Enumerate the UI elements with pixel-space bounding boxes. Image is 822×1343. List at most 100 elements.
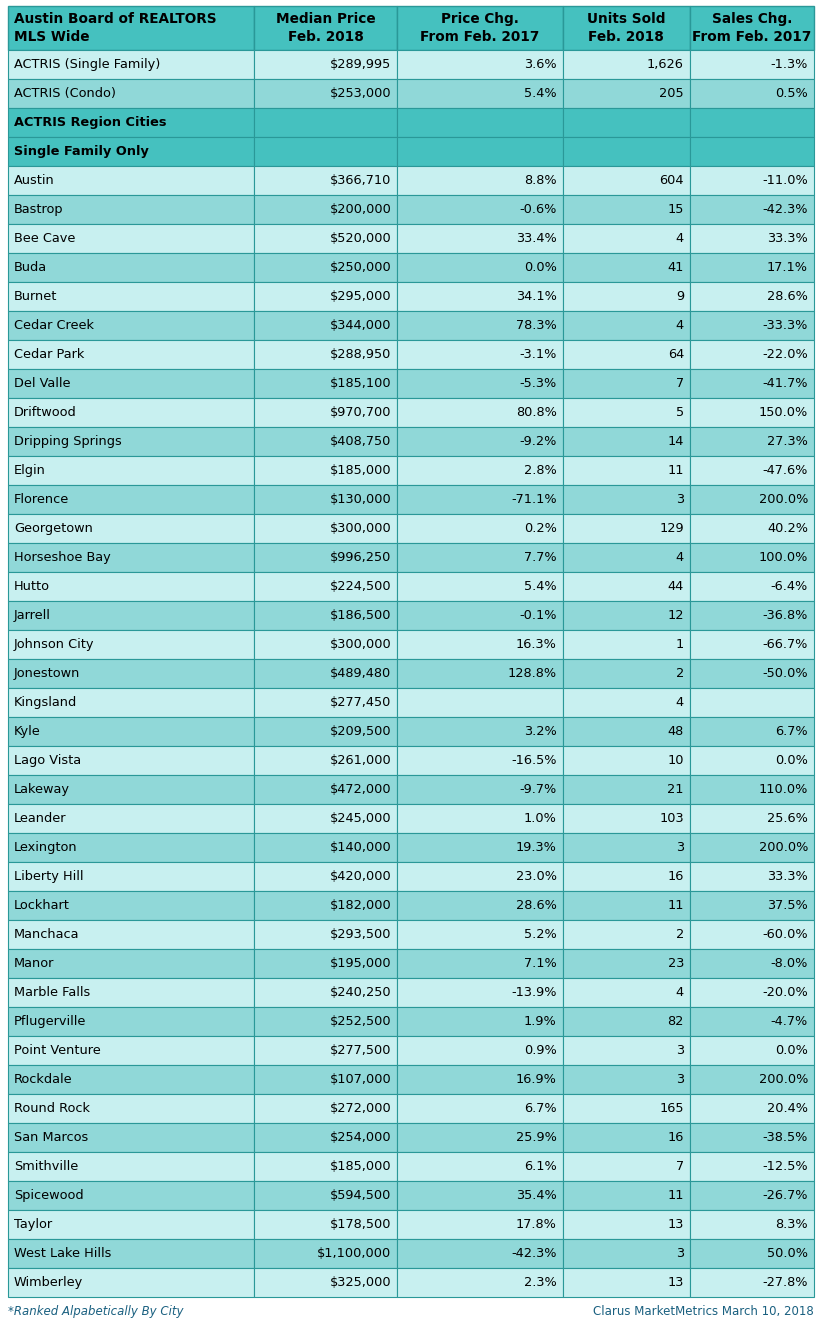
Text: $289,995: $289,995 (330, 58, 391, 71)
Text: 16: 16 (667, 870, 684, 882)
Text: -0.6%: -0.6% (520, 203, 556, 216)
Text: $254,000: $254,000 (330, 1131, 391, 1144)
Text: 14: 14 (667, 435, 684, 447)
Text: Lockhart: Lockhart (14, 898, 70, 912)
Bar (8, 5, 254, 50)
Text: 6.7%: 6.7% (524, 1101, 556, 1115)
Bar (254, 833, 397, 862)
Text: Point Venture: Point Venture (14, 1044, 101, 1057)
Text: 5.4%: 5.4% (524, 86, 556, 99)
Text: 17.8%: 17.8% (515, 1218, 556, 1232)
Text: Units Sold: Units Sold (587, 12, 666, 26)
Bar (562, 862, 690, 890)
Bar (397, 717, 562, 745)
Text: Smithville: Smithville (14, 1160, 78, 1172)
Bar (562, 282, 690, 310)
Bar (690, 1007, 814, 1035)
Bar (397, 600, 562, 630)
Bar (254, 252, 397, 282)
Bar (690, 310, 814, 340)
Bar (562, 310, 690, 340)
Text: 0.5%: 0.5% (775, 86, 808, 99)
Bar (254, 1152, 397, 1180)
Bar (397, 804, 562, 833)
Text: $107,000: $107,000 (330, 1073, 391, 1086)
Bar (562, 543, 690, 572)
Bar (8, 1065, 254, 1095)
Bar (562, 688, 690, 717)
Bar (254, 572, 397, 600)
Bar (562, 1007, 690, 1035)
Text: -9.2%: -9.2% (520, 435, 556, 447)
Text: $489,480: $489,480 (330, 666, 391, 680)
Text: -41.7%: -41.7% (763, 376, 808, 389)
Bar (397, 1123, 562, 1152)
Text: 2: 2 (676, 928, 684, 941)
Bar (562, 630, 690, 659)
Bar (562, 340, 690, 368)
Text: $1,100,000: $1,100,000 (317, 1248, 391, 1260)
Bar (690, 165, 814, 195)
Bar (690, 1240, 814, 1268)
Text: 10: 10 (667, 753, 684, 767)
Bar (690, 137, 814, 165)
Bar (562, 920, 690, 950)
Text: Liberty Hill: Liberty Hill (14, 870, 84, 882)
Text: -13.9%: -13.9% (511, 986, 556, 999)
Bar (690, 804, 814, 833)
Text: $288,950: $288,950 (330, 348, 391, 361)
Bar (254, 310, 397, 340)
Bar (8, 572, 254, 600)
Text: -16.5%: -16.5% (511, 753, 556, 767)
Text: $245,000: $245,000 (330, 811, 391, 825)
Text: $970,700: $970,700 (330, 406, 391, 419)
Bar (562, 1035, 690, 1065)
Bar (254, 1035, 397, 1065)
Text: -6.4%: -6.4% (771, 580, 808, 592)
Text: 1: 1 (676, 638, 684, 651)
Text: 8.3%: 8.3% (775, 1218, 808, 1232)
Bar (8, 1240, 254, 1268)
Text: Round Rock: Round Rock (14, 1101, 90, 1115)
Text: 205: 205 (659, 86, 684, 99)
Bar (690, 78, 814, 107)
Bar (690, 50, 814, 78)
Bar (8, 1210, 254, 1240)
Text: $130,000: $130,000 (330, 493, 391, 506)
Bar (8, 398, 254, 427)
Bar (254, 78, 397, 107)
Bar (8, 775, 254, 804)
Bar (397, 920, 562, 950)
Bar (690, 890, 814, 920)
Text: 25.9%: 25.9% (515, 1131, 556, 1144)
Text: Johnson City: Johnson City (14, 638, 95, 651)
Bar (562, 1095, 690, 1123)
Text: -22.0%: -22.0% (762, 348, 808, 361)
Text: 28.6%: 28.6% (767, 290, 808, 302)
Text: Feb. 2018: Feb. 2018 (589, 31, 664, 44)
Bar (397, 310, 562, 340)
Bar (562, 5, 690, 50)
Bar (8, 455, 254, 485)
Bar (254, 107, 397, 137)
Text: 2.8%: 2.8% (524, 463, 556, 477)
Text: Jonestown: Jonestown (14, 666, 81, 680)
Text: 3: 3 (676, 1073, 684, 1086)
Bar (254, 340, 397, 368)
Text: 3: 3 (676, 1044, 684, 1057)
Text: *Ranked Alpabetically By City: *Ranked Alpabetically By City (8, 1305, 183, 1319)
Text: $272,000: $272,000 (330, 1101, 391, 1115)
Bar (8, 310, 254, 340)
Bar (254, 659, 397, 688)
Bar (8, 137, 254, 165)
Text: Bastrop: Bastrop (14, 203, 63, 216)
Bar (254, 137, 397, 165)
Text: 4: 4 (676, 551, 684, 564)
Text: 7.1%: 7.1% (524, 956, 556, 970)
Bar (690, 1095, 814, 1123)
Text: 15: 15 (667, 203, 684, 216)
Text: 1.0%: 1.0% (524, 811, 556, 825)
Bar (397, 1007, 562, 1035)
Bar (690, 600, 814, 630)
Text: Del Valle: Del Valle (14, 376, 71, 389)
